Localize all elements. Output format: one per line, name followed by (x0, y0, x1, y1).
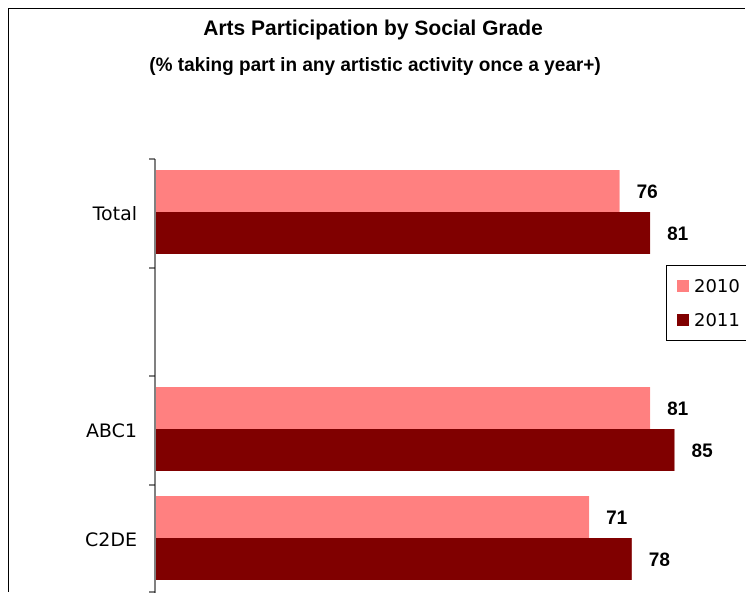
category-label: ABC1 (86, 420, 137, 442)
legend-label-2011: 2011 (694, 309, 740, 331)
chart-subtitle: (% taking part in any artistic activity … (149, 55, 601, 76)
data-label: 81 (667, 224, 689, 245)
category-label: Total (92, 203, 137, 225)
data-label: 76 (637, 182, 658, 203)
chart-frame (8, 8, 745, 592)
data-label: 71 (606, 508, 628, 529)
bar-2011 (156, 429, 675, 471)
legend-swatch-2010 (677, 280, 689, 292)
data-label: 85 (692, 441, 714, 462)
legend-item-2011: 2011 (677, 308, 740, 332)
data-label: 78 (649, 550, 670, 571)
bar-2010 (156, 496, 590, 538)
data-label: 81 (667, 399, 689, 420)
bar-2011 (156, 538, 632, 580)
legend: 2010 2011 (666, 265, 746, 341)
category-label: C2DE (85, 529, 137, 551)
bar-2010 (156, 170, 620, 212)
legend-swatch-2011 (677, 314, 689, 326)
bar-2011 (156, 212, 651, 254)
bar-2010 (156, 387, 651, 429)
legend-label-2010: 2010 (694, 275, 740, 297)
chart-title: Arts Participation by Social Grade (203, 17, 543, 40)
legend-item-2010: 2010 (677, 274, 740, 298)
